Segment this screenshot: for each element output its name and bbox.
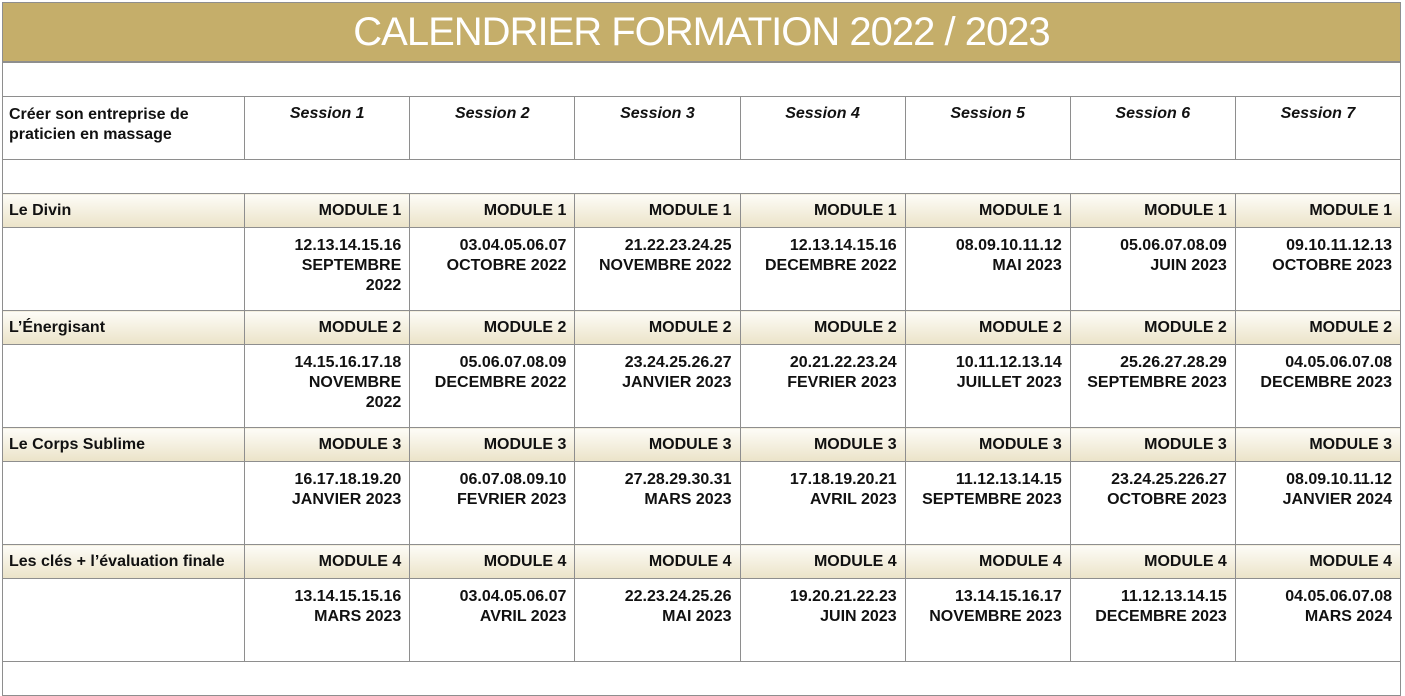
module-label: MODULE 3 <box>244 427 411 462</box>
module-name: Les clés + l’évaluation finale <box>1 544 246 579</box>
sessions-header-row: Créer son entreprise de praticien en mas… <box>1 96 1402 160</box>
session-dates: 20.21.22.23.24 FEVRIER 2023 <box>739 344 906 428</box>
module-label: MODULE 1 <box>1234 193 1402 228</box>
module-label: MODULE 1 <box>904 193 1071 228</box>
session-dates: 03.04.05.06.07 OCTOBRE 2022 <box>409 227 576 311</box>
session-header: Session 1 <box>244 96 411 160</box>
module-label: MODULE 1 <box>1069 193 1236 228</box>
course-title: Créer son entreprise de praticien en mas… <box>1 96 246 160</box>
session-header: Session 6 <box>1069 96 1236 160</box>
session-dates: 12.13.14.15.16 DECEMBRE 2022 <box>739 227 906 311</box>
session-header: Session 4 <box>739 96 906 160</box>
session-dates: 23.24.25.226.27 OCTOBRE 2023 <box>1069 461 1236 545</box>
module-label: MODULE 1 <box>574 193 741 228</box>
module-label: MODULE 3 <box>1069 427 1236 462</box>
module-name: L’Énergisant <box>1 310 246 345</box>
module-label: MODULE 2 <box>409 310 576 345</box>
module-label: MODULE 4 <box>574 544 741 579</box>
module-name: Le Corps Sublime <box>1 427 246 462</box>
module-label: MODULE 1 <box>739 193 906 228</box>
session-dates: 23.24.25.26.27 JANVIER 2023 <box>574 344 741 428</box>
module-label: MODULE 3 <box>904 427 1071 462</box>
module-label: MODULE 1 <box>409 193 576 228</box>
dates-row: 14.15.16.17.18 NOVEMBRE 2022 05.06.07.08.… <box>1 344 1402 428</box>
session-dates: 22.23.24.25.26 MAI 2023 <box>574 578 741 662</box>
dates-row: 12.13.14.15.16 SEPTEMBRE 2022 03.04.05.06… <box>1 227 1402 311</box>
module-label: MODULE 3 <box>1234 427 1402 462</box>
dates-row: 16.17.18.19.20 JANVIER 2023 06.07.08.09.1… <box>1 461 1402 545</box>
session-dates: 05.06.07.08.09 JUIN 2023 <box>1069 227 1236 311</box>
module-label: MODULE 3 <box>409 427 576 462</box>
session-dates: 16.17.18.19.20 JANVIER 2023 <box>244 461 411 545</box>
blank-cell <box>1 578 246 662</box>
session-dates: 08.09.10.11.12 MAI 2023 <box>904 227 1071 311</box>
dates-row: 13.14.15.15.16 MARS 2023 03.04.05.06.07 A… <box>1 578 1402 662</box>
session-dates: 19.20.21.22.23 JUIN 2023 <box>739 578 906 662</box>
session-header: Session 7 <box>1234 96 1402 160</box>
module-label: MODULE 4 <box>244 544 411 579</box>
session-dates: 12.13.14.15.16 SEPTEMBRE 2022 <box>244 227 411 311</box>
session-dates: 10.11.12.13.14 JUILLET 2023 <box>904 344 1071 428</box>
module-row: Les clés + l’évaluation finale MODULE 4 MO… <box>1 544 1402 579</box>
module-label: MODULE 4 <box>904 544 1071 579</box>
session-dates: 27.28.29.30.31 MARS 2023 <box>574 461 741 545</box>
blank-cell <box>1 344 246 428</box>
session-dates: 04.05.06.07.08 MARS 2024 <box>1234 578 1402 662</box>
module-label: MODULE 2 <box>1234 310 1402 345</box>
session-dates: 04.05.06.07.08 DECEMBRE 2023 <box>1234 344 1402 428</box>
session-header: Session 5 <box>904 96 1071 160</box>
session-dates: 06.07.08.09.10 FEVRIER 2023 <box>409 461 576 545</box>
module-label: MODULE 2 <box>244 310 411 345</box>
session-dates: 11.12.13.14.15 SEPTEMBRE 2023 <box>904 461 1071 545</box>
spacer-row <box>2 159 1401 194</box>
module-label: MODULE 4 <box>1234 544 1402 579</box>
module-label: MODULE 4 <box>1069 544 1236 579</box>
module-name: Le Divin <box>1 193 246 228</box>
session-dates: 09.10.11.12.13 OCTOBRE 2023 <box>1234 227 1402 311</box>
calendar-table: Créer son entreprise de praticien en mas… <box>1 62 1402 696</box>
module-row: Le Corps Sublime MODULE 3 MODULE 3 MODULE 3… <box>1 427 1402 462</box>
session-dates: 03.04.05.06.07 AVRIL 2023 <box>409 578 576 662</box>
module-label: MODULE 4 <box>739 544 906 579</box>
session-dates: 21.22.23.24.25 NOVEMBRE 2022 <box>574 227 741 311</box>
module-row: L’Énergisant MODULE 2 MODULE 2 MODULE 2 MODU… <box>1 310 1402 345</box>
blank-cell <box>1 227 246 311</box>
session-header: Session 2 <box>409 96 576 160</box>
module-label: MODULE 3 <box>574 427 741 462</box>
session-dates: 13.14.15.16.17 NOVEMBRE 2023 <box>904 578 1071 662</box>
page-title: CALENDRIER FORMATION 2022 / 2023 <box>2 2 1401 62</box>
session-dates: 17.18.19.20.21 AVRIL 2023 <box>739 461 906 545</box>
blank-cell <box>1 461 246 545</box>
session-dates: 11.12.13.14.15 DECEMBRE 2023 <box>1069 578 1236 662</box>
session-dates: 14.15.16.17.18 NOVEMBRE 2022 <box>244 344 411 428</box>
session-header: Session 3 <box>574 96 741 160</box>
session-dates: 25.26.27.28.29 SEPTEMBRE 2023 <box>1069 344 1236 428</box>
module-label: MODULE 2 <box>739 310 906 345</box>
module-label: MODULE 2 <box>1069 310 1236 345</box>
module-label: MODULE 2 <box>574 310 741 345</box>
module-label: MODULE 1 <box>244 193 411 228</box>
module-row: Le Divin MODULE 1 MODULE 1 MODULE 1 MODULE 1… <box>1 193 1402 228</box>
module-label: MODULE 2 <box>904 310 1071 345</box>
module-label: MODULE 3 <box>739 427 906 462</box>
spacer-row <box>2 661 1401 696</box>
session-dates: 13.14.15.15.16 MARS 2023 <box>244 578 411 662</box>
module-label: MODULE 4 <box>409 544 576 579</box>
spacer-row <box>2 62 1401 97</box>
session-dates: 05.06.07.08.09 DECEMBRE 2022 <box>409 344 576 428</box>
session-dates: 08.09.10.11.12 JANVIER 2024 <box>1234 461 1402 545</box>
